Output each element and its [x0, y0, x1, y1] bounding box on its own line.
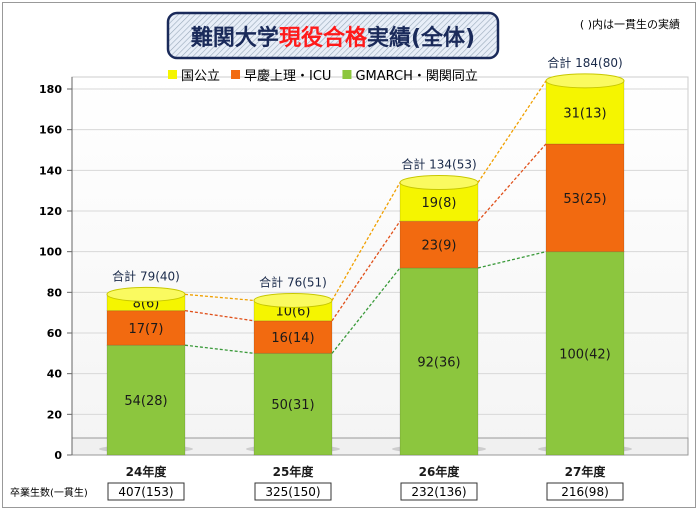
y-tick-label: 60: [47, 327, 63, 340]
segment-label: 100(42): [559, 347, 611, 362]
trend-line: [184, 293, 255, 302]
graduates-value: 325(150): [265, 485, 320, 499]
segment-label: 54(28): [124, 394, 167, 409]
title-box: [166, 11, 500, 60]
bar-segment: [400, 221, 478, 268]
trend-line: [331, 220, 401, 322]
total-label: 合計 184(80): [547, 55, 622, 70]
segment-label: 50(31): [271, 398, 314, 413]
legend-swatch: [231, 70, 241, 79]
y-tick-label: 160: [39, 124, 62, 137]
chart-frame: [2, 2, 696, 508]
bar-segment: [254, 320, 332, 354]
note: ( )内は一貫生の実績: [580, 17, 680, 31]
bar-top: [106, 286, 186, 302]
title-part: 難関大学: [191, 25, 279, 51]
title-part: 現役合格: [279, 25, 368, 51]
trend-line: [477, 251, 547, 269]
y-tick-label: 100: [39, 246, 62, 259]
legend-swatch: [168, 70, 177, 79]
title-part: 実績(全体): [367, 25, 475, 51]
segment-label: 23(9): [422, 239, 457, 254]
segment-label: 92(36): [417, 355, 460, 370]
segment-label: 19(8): [422, 196, 457, 211]
trend-line: [477, 143, 547, 222]
bar-segment: [546, 251, 624, 455]
total-label: 合計 79(40): [112, 268, 180, 283]
bar-segment: [254, 353, 332, 455]
graduates-value: 407(153): [118, 485, 173, 499]
y-tick-label: 120: [39, 205, 62, 218]
bar-top: [399, 175, 479, 191]
y-tick-label: 20: [47, 408, 63, 421]
total-label: 合計 134(53): [401, 157, 476, 172]
bar-segment: [107, 345, 185, 455]
bar-top: [545, 73, 625, 89]
segment-label: 53(25): [563, 192, 606, 207]
bar-segment: [400, 267, 478, 455]
graduates-label: 卒業生数(一貫生): [10, 486, 88, 499]
bar-top: [253, 292, 333, 308]
bar-segment: [546, 143, 624, 252]
graduates-box: [107, 482, 185, 501]
x-category-label: 24年度: [126, 464, 168, 479]
bar-segment: [107, 310, 185, 346]
x-category-label: 25年度: [273, 464, 315, 479]
y-tick-label: 40: [47, 368, 63, 381]
legend-swatch: [342, 70, 352, 79]
trend-line: [477, 80, 547, 183]
segment-label: 16(14): [271, 331, 314, 346]
total-label: 合計 76(51): [259, 274, 327, 289]
segment-label: 17(7): [129, 322, 164, 337]
graduates-box: [546, 482, 624, 501]
graduates-box: [254, 482, 332, 501]
graduates-box: [400, 482, 478, 501]
trend-line: [184, 309, 255, 322]
y-tick-label: 180: [39, 83, 62, 96]
legend-label: 国公立: [181, 69, 220, 84]
segment-label: 10(6): [276, 305, 311, 320]
trend-line: [331, 182, 401, 301]
y-tick-label: 140: [39, 164, 62, 177]
segment-label: 31(13): [563, 106, 606, 121]
y-tick-label: 80: [47, 286, 63, 299]
graduates-value: 232(136): [411, 485, 466, 499]
chart-title: 難関大学現役合格実績(全体): [191, 25, 475, 51]
x-category-label: 27年度: [565, 464, 607, 479]
trend-line: [184, 344, 255, 354]
trend-line: [331, 267, 401, 354]
y-tick-label: 0: [54, 449, 62, 462]
legend-label: GMARCH・関関同立: [355, 69, 477, 84]
bar-segment-edge: [545, 251, 625, 456]
x-category-label: 26年度: [419, 464, 461, 479]
legend-label: 早慶上理・ICU: [244, 69, 331, 84]
graduates-value: 216(98): [561, 485, 609, 499]
bar-segment: [546, 80, 624, 144]
